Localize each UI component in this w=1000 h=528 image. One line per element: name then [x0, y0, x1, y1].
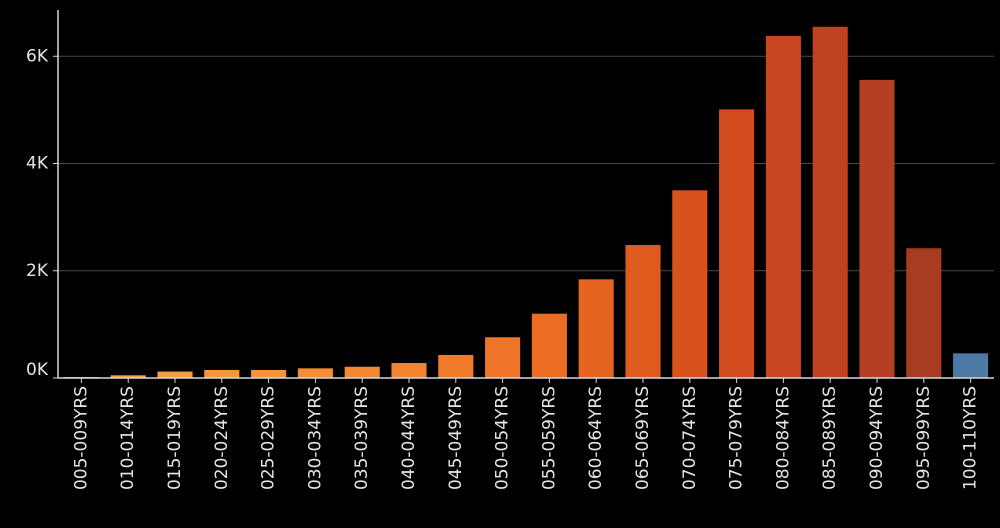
x-category-label: 030-034YRS	[305, 386, 325, 490]
x-category-label: 095-099YRS	[914, 386, 934, 490]
bar-045-049yrs[interactable]	[438, 354, 474, 378]
bar-025-029yrs[interactable]	[251, 369, 287, 378]
bar-075-079yrs[interactable]	[719, 109, 755, 378]
bar-050-054yrs[interactable]	[485, 337, 521, 378]
x-category-label: 045-049YRS	[446, 386, 466, 490]
bar-030-034yrs[interactable]	[297, 368, 333, 378]
bar-010-014yrs[interactable]	[110, 375, 146, 378]
bar-070-074yrs[interactable]	[672, 190, 708, 378]
bar-090-094yrs[interactable]	[859, 79, 895, 378]
gridlines	[58, 55, 994, 272]
x-category-label: 060-064YRS	[586, 386, 606, 490]
x-axis: 005-009YRS 010-014YRS 015-019YRS 020-024YRS…	[58, 377, 994, 490]
bar-020-024yrs[interactable]	[204, 369, 240, 378]
x-category-label: 010-014YRS	[118, 386, 138, 490]
x-category-label: 075-079YRS	[727, 386, 747, 490]
x-category-label: 055-059YRS	[539, 386, 559, 490]
x-category-label: 100-110YRS	[961, 386, 981, 490]
y-tick-label: 6K	[26, 46, 49, 66]
x-category-label: 035-039YRS	[352, 386, 372, 490]
bar-015-019yrs[interactable]	[157, 371, 193, 378]
bar-040-044yrs[interactable]	[391, 362, 427, 378]
bars	[63, 26, 989, 378]
bar-095-099yrs[interactable]	[906, 248, 942, 378]
y-tick-label: 2K	[26, 261, 49, 281]
bar-060-064yrs[interactable]	[578, 279, 614, 378]
bar-065-069yrs[interactable]	[625, 245, 661, 378]
bar-100-110yrs[interactable]	[953, 353, 989, 378]
x-category-label: 020-024YRS	[212, 386, 232, 490]
x-category-label: 065-069YRS	[633, 386, 653, 490]
x-category-label: 070-074YRS	[680, 386, 700, 490]
x-category-label: 090-094YRS	[867, 386, 887, 490]
x-category-label: 050-054YRS	[493, 386, 513, 490]
x-category-label: 080-084YRS	[773, 386, 793, 490]
x-category-label: 040-044YRS	[399, 386, 419, 490]
x-category-label: 085-089YRS	[820, 386, 840, 490]
bar-080-084yrs[interactable]	[765, 35, 801, 378]
x-category-label: 025-029YRS	[259, 386, 279, 490]
x-category-label: 005-009YRS	[71, 386, 91, 490]
y-tick-label: 4K	[26, 154, 49, 174]
bar-085-089yrs[interactable]	[812, 26, 848, 378]
y-tick-label: 0K	[26, 360, 49, 380]
y-axis: 0K 2K 4K 6K	[26, 10, 59, 380]
bar-035-039yrs[interactable]	[344, 366, 380, 378]
x-category-label: 015-019YRS	[165, 386, 185, 490]
bar-055-059yrs[interactable]	[531, 313, 567, 378]
